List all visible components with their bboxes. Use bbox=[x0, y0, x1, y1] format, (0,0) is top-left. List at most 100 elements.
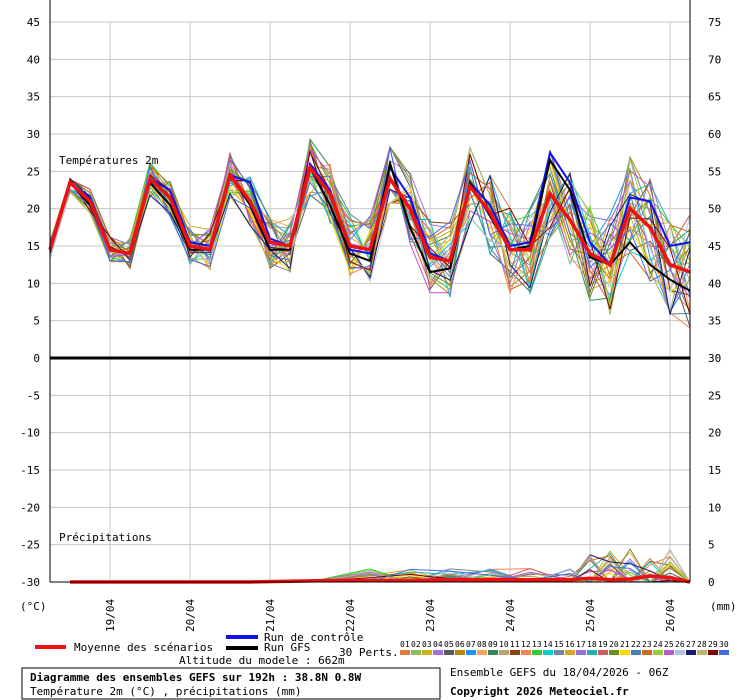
pert-legend-swatch bbox=[477, 650, 487, 655]
pert-legend-swatch bbox=[422, 650, 432, 655]
pert-legend-swatch bbox=[708, 650, 718, 655]
pert-legend-swatch bbox=[444, 650, 454, 655]
pert-legend-label: 25 bbox=[664, 640, 674, 649]
pert-legend-swatch bbox=[719, 650, 729, 655]
pert-temp-line-27 bbox=[49, 150, 691, 315]
pert-legend-label: 13 bbox=[532, 640, 542, 649]
pert-legend-swatch bbox=[598, 650, 608, 655]
panel-precip-label: Précipitations bbox=[59, 531, 152, 544]
pert-legend-label: 26 bbox=[675, 640, 685, 649]
right-tick-label: 45 bbox=[708, 240, 721, 253]
pert-legend-swatch bbox=[565, 650, 575, 655]
pert-legend-label: 01 bbox=[400, 640, 410, 649]
chart-title: Diagramme des ensembles GEFS sur 192h : … bbox=[30, 671, 362, 684]
pert-legend-swatch bbox=[455, 650, 465, 655]
pert-temp-line-23 bbox=[49, 146, 691, 291]
pert-legend-label: 28 bbox=[697, 640, 707, 649]
right-tick-label: 15 bbox=[708, 464, 721, 477]
right-tick-label: 30 bbox=[708, 352, 721, 365]
pert-legend-label: 15 bbox=[554, 640, 564, 649]
pert-legend-swatch bbox=[576, 650, 586, 655]
left-tick-label: 5 bbox=[33, 315, 40, 328]
pert-legend-label: 06 bbox=[455, 640, 465, 649]
pert-legend-label: 24 bbox=[653, 640, 663, 649]
pert-legend-label: 16 bbox=[565, 640, 575, 649]
pert-legend-swatch bbox=[488, 650, 498, 655]
left-tick-label: -10 bbox=[20, 427, 40, 440]
right-tick-label: 75 bbox=[708, 16, 721, 29]
legend-perts-label: 30 Perts. bbox=[339, 646, 399, 659]
left-tick-label: 40 bbox=[27, 53, 40, 66]
pert-legend-swatch bbox=[411, 650, 421, 655]
right-tick-label: 60 bbox=[708, 128, 721, 141]
pert-legend-label: 18 bbox=[587, 640, 597, 649]
pert-legend-label: 10 bbox=[499, 640, 509, 649]
legend-gfs-label: Run GFS bbox=[264, 641, 310, 654]
panel-temp-label: Températures 2m bbox=[59, 154, 159, 167]
pert-legend-label: 20 bbox=[609, 640, 619, 649]
left-tick-label: 45 bbox=[27, 16, 40, 29]
left-tick-label: -5 bbox=[27, 389, 40, 402]
pert-legend-label: 22 bbox=[631, 640, 641, 649]
pert-legend-swatch bbox=[675, 650, 685, 655]
right-tick-label: 35 bbox=[708, 315, 721, 328]
pert-legend-swatch bbox=[686, 650, 696, 655]
pert-legend-label: 11 bbox=[510, 640, 520, 649]
pert-legend-swatch bbox=[609, 650, 619, 655]
pert-legend-label: 03 bbox=[422, 640, 432, 649]
pert-legend-swatch bbox=[664, 650, 674, 655]
chart-subtitle: Température 2m (°C) , précipitations (mm… bbox=[30, 685, 302, 698]
pert-legend-swatch bbox=[697, 650, 707, 655]
pert-legend-swatch bbox=[532, 650, 542, 655]
left-tick-label: 15 bbox=[27, 240, 40, 253]
legend-mean-label: Moyenne des scénarios bbox=[74, 641, 213, 654]
left-tick-label: -25 bbox=[20, 539, 40, 552]
x-date-label: 26/04 bbox=[664, 599, 677, 632]
pert-legend-label: 27 bbox=[686, 640, 696, 649]
left-tick-label: 0 bbox=[33, 352, 40, 365]
right-tick-label: 25 bbox=[708, 389, 721, 402]
pert-legend-swatch bbox=[433, 650, 443, 655]
right-tick-label: 70 bbox=[708, 53, 721, 66]
left-tick-label: 10 bbox=[27, 277, 40, 290]
left-axis: 45 40 35 30 25 20 15 10 5 0 -5 -10 -15 -20 -25 -30 bbox=[20, 16, 40, 589]
pert-legend-swatch bbox=[642, 650, 652, 655]
plot-frame bbox=[49, 0, 691, 583]
pert-legend-label: 07 bbox=[466, 640, 476, 649]
pert-legend-swatch bbox=[554, 650, 564, 655]
right-tick-label: 20 bbox=[708, 427, 721, 440]
pert-legend-swatch bbox=[400, 650, 410, 655]
right-tick-label: 0 bbox=[708, 576, 715, 589]
x-date-label: 24/04 bbox=[504, 599, 517, 632]
pert-legend-label: 21 bbox=[620, 640, 630, 649]
left-tick-label: 35 bbox=[27, 91, 40, 104]
pert-legend-label: 14 bbox=[543, 640, 553, 649]
pert-legend-label: 23 bbox=[642, 640, 652, 649]
left-tick-label: 20 bbox=[27, 203, 40, 216]
pert-legend-swatch bbox=[587, 650, 597, 655]
precipitation-lines bbox=[70, 547, 691, 584]
grid bbox=[50, 21, 690, 583]
pert-legend-label: 29 bbox=[708, 640, 718, 649]
pert-legend-swatch bbox=[620, 650, 630, 655]
left-tick-label: -30 bbox=[20, 576, 40, 589]
legend: Moyenne des scénarios Run de contrôle Ru… bbox=[35, 631, 729, 659]
pert-legend-label: 30 bbox=[719, 640, 729, 649]
right-tick-label: 10 bbox=[708, 501, 721, 514]
left-tick-label: -20 bbox=[20, 501, 40, 514]
left-tick-label: 25 bbox=[27, 165, 40, 178]
x-date-label: 20/04 bbox=[184, 599, 197, 632]
right-tick-label: 40 bbox=[708, 277, 721, 290]
pert-legend-swatch bbox=[499, 650, 509, 655]
pert-legend-label: 09 bbox=[488, 640, 498, 649]
pert-temp-line-26 bbox=[49, 169, 691, 294]
pert-legend-swatch bbox=[653, 650, 663, 655]
altitude-label: Altitude du modele : 662m bbox=[179, 654, 345, 667]
pert-legend-label: 04 bbox=[433, 640, 443, 649]
x-date-label: 22/04 bbox=[344, 599, 357, 632]
mean-precip-line bbox=[70, 574, 691, 584]
right-tick-label: 50 bbox=[708, 203, 721, 216]
pert-legend-label: 17 bbox=[576, 640, 586, 649]
